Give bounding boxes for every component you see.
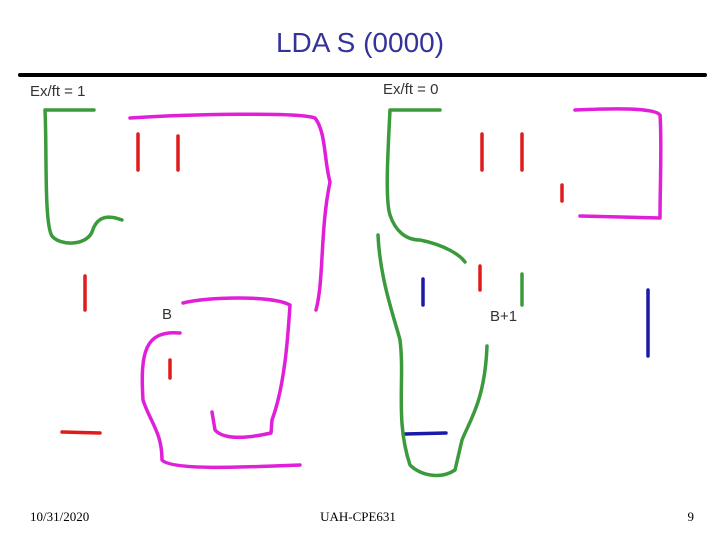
label: B: [162, 306, 172, 323]
arrow: [376, 233, 489, 478]
label: B+1: [490, 308, 517, 325]
title: LDA S (0000): [276, 27, 444, 58]
path: [128, 112, 332, 312]
label: Ex/ft = 1: [30, 83, 85, 100]
path: [140, 331, 302, 470]
arrow: [385, 108, 467, 264]
arrow: [43, 108, 124, 245]
arrow: [181, 296, 292, 439]
footer-course: UAH-CPE631: [320, 509, 396, 524]
label: Ex/ft = 0: [383, 81, 438, 98]
arrow: [60, 430, 102, 435]
arrow: [403, 431, 448, 436]
footer-date: 10/31/2020: [30, 509, 89, 524]
footer-page: 9: [688, 509, 695, 524]
arrow: [573, 107, 663, 220]
